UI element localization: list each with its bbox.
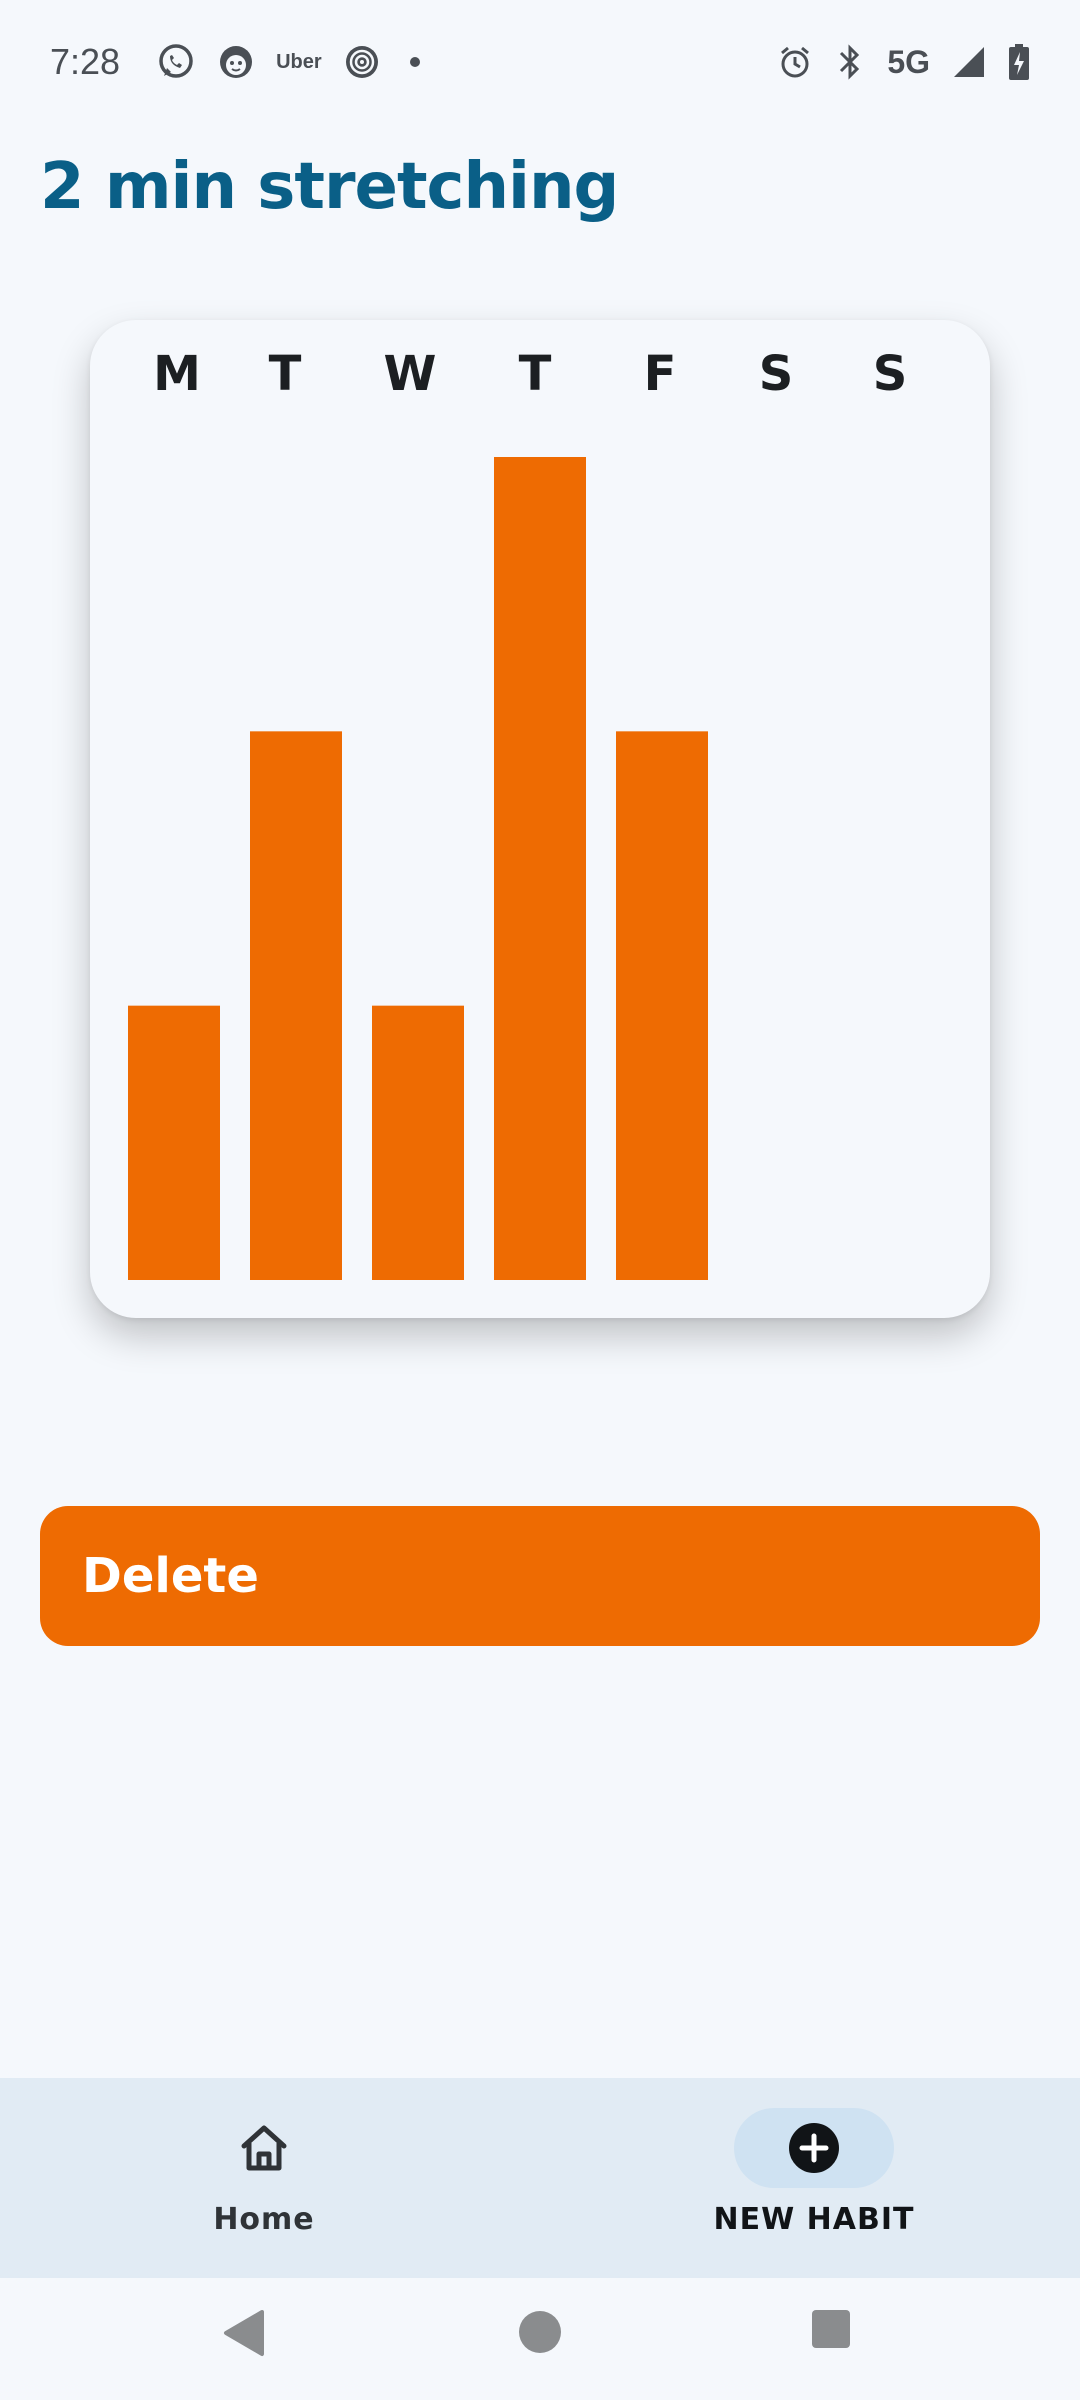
plus-circle-icon [789,2123,839,2173]
day-label-5-f: F [644,346,677,402]
alarm-icon [777,44,813,80]
nav-item-new-habit[interactable]: NEW HABIT [664,2078,964,2278]
cat-face-icon [218,44,254,80]
status-left: 7:28 Uber [50,41,420,83]
nav-item-home[interactable]: Home [114,2078,414,2278]
page-title: 2 min stretching [40,150,619,224]
bluetooth-icon [835,43,865,81]
target-icon [344,44,380,80]
network-type: 5G [887,43,930,80]
bar-day-1 [128,1005,220,1280]
home-icon [241,2125,287,2171]
whatsapp-icon [156,42,196,82]
bar-day-5 [616,731,708,1280]
day-label-6-s: S [759,346,794,402]
day-label-1-m: M [153,346,201,402]
recents-icon [812,2310,850,2348]
day-label-3-w: W [384,346,437,402]
system-navigation-bar [0,2278,1080,2400]
delete-button-label: Delete [82,1548,259,1604]
battery-charging-icon [1008,43,1030,81]
system-home-button[interactable] [516,2308,564,2356]
status-right: 5G [777,43,1030,81]
bar-day-2 [250,731,342,1280]
uber-icon: Uber [276,50,322,73]
bar-day-4 [494,457,586,1280]
day-label-7-s: S [873,346,908,402]
signal-icon [952,45,986,79]
day-label-2-t: T [269,346,302,402]
dot-icon [409,57,420,67]
status-bar: 7:28 Uber [0,0,1080,124]
status-time: 7:28 [50,41,121,82]
day-label-4-t: T [519,346,552,402]
nav-label-new-habit: NEW HABIT [713,2202,915,2237]
bar-day-3 [372,1005,464,1280]
home-circle-icon [519,2311,561,2353]
delete-button[interactable]: Delete [40,1506,1040,1646]
back-icon [224,2310,264,2356]
bottom-navigation: Home NEW HABIT [0,2078,1080,2278]
nav-label-home: Home [213,2202,315,2237]
system-recents-button[interactable] [810,2308,852,2350]
nav-home-icon-wrap [184,2108,344,2188]
nav-new-habit-icon-wrap [734,2108,894,2188]
system-back-button[interactable] [222,2308,266,2358]
